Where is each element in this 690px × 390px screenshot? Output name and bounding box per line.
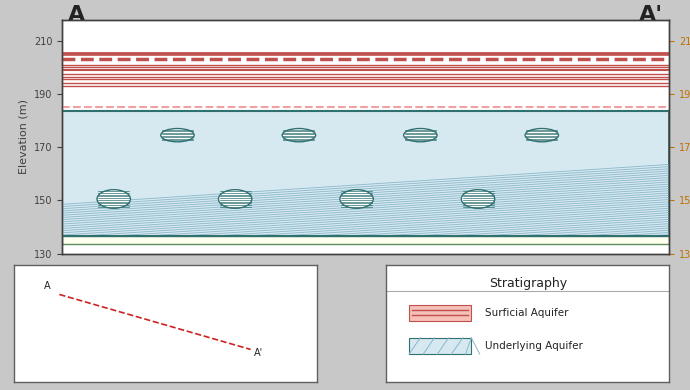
FancyBboxPatch shape: [409, 305, 471, 321]
Ellipse shape: [525, 129, 558, 142]
Ellipse shape: [161, 129, 194, 142]
Ellipse shape: [219, 190, 252, 208]
Ellipse shape: [340, 190, 373, 208]
Polygon shape: [62, 236, 669, 244]
Text: Underlying Aquifer: Underlying Aquifer: [486, 341, 583, 351]
Y-axis label: Elevation (m): Elevation (m): [19, 99, 28, 174]
Ellipse shape: [282, 129, 315, 142]
Text: Stratigraphy: Stratigraphy: [489, 277, 567, 290]
Ellipse shape: [462, 190, 495, 208]
Polygon shape: [62, 111, 669, 236]
Text: Surficial Aquifer: Surficial Aquifer: [486, 308, 569, 318]
FancyBboxPatch shape: [409, 338, 471, 354]
Ellipse shape: [97, 190, 130, 208]
Ellipse shape: [404, 129, 437, 142]
Text: A': A': [254, 348, 263, 358]
Text: A: A: [68, 5, 86, 25]
Text: A: A: [44, 280, 51, 291]
Text: A': A': [639, 5, 663, 25]
